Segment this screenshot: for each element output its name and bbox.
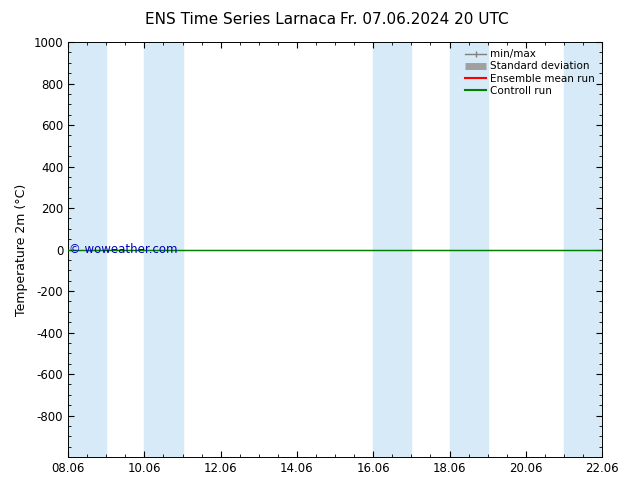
- Bar: [564, 42, 602, 457]
- Y-axis label: Temperature 2m (°C): Temperature 2m (°C): [15, 183, 28, 316]
- Bar: [450, 42, 488, 457]
- Text: Fr. 07.06.2024 20 UTC: Fr. 07.06.2024 20 UTC: [340, 12, 509, 27]
- Bar: [68, 42, 106, 457]
- Text: © woweather.com: © woweather.com: [69, 244, 178, 256]
- Bar: [145, 42, 183, 457]
- Legend: min/max, Standard deviation, Ensemble mean run, Controll run: min/max, Standard deviation, Ensemble me…: [463, 47, 597, 98]
- Text: ENS Time Series Larnaca: ENS Time Series Larnaca: [145, 12, 337, 27]
- Bar: [373, 42, 411, 457]
